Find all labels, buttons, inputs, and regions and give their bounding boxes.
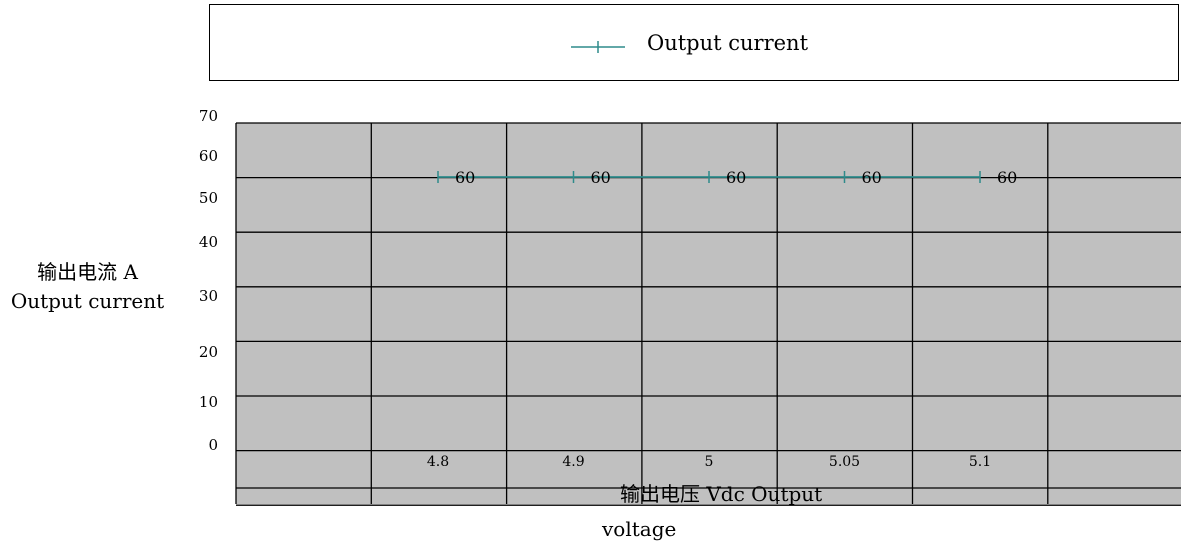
y-tick-label: 60 [199,147,218,165]
legend-swatch-icon [571,41,625,53]
legend: Output current [209,4,1179,81]
data-label: 60 [997,168,1017,187]
y-axis-label: 输出电流 A Output current [0,258,175,316]
y-axis-label-en: Output current [10,289,165,313]
y-tick-label: 30 [199,287,218,305]
x-axis-label-line1: 输出电压 Vdc Output [620,482,823,506]
data-label: 60 [591,168,611,187]
y-tick-label: 70 [199,107,218,125]
x-tick-label: 4.8 [427,454,449,470]
x-tick-label: 5.05 [829,454,860,470]
y-tick-label: 40 [199,233,218,251]
y-axis-label-cn: 输出电流 A [37,260,138,284]
y-tick-label: 0 [208,436,218,454]
plot-area [236,123,1181,504]
x-axis-label-line2: voltage [602,517,677,541]
y-tick-label: 10 [199,393,218,411]
x-tick-label: 5.1 [969,454,991,470]
x-tick-label: 5 [705,454,714,470]
y-tick-label: 20 [199,343,218,361]
data-label: 60 [455,168,475,187]
legend-label: Output current [647,31,809,55]
y-tick-label: 50 [199,189,218,207]
data-label: 60 [862,168,882,187]
x-tick-label: 4.9 [562,454,584,470]
data-label: 60 [726,168,746,187]
